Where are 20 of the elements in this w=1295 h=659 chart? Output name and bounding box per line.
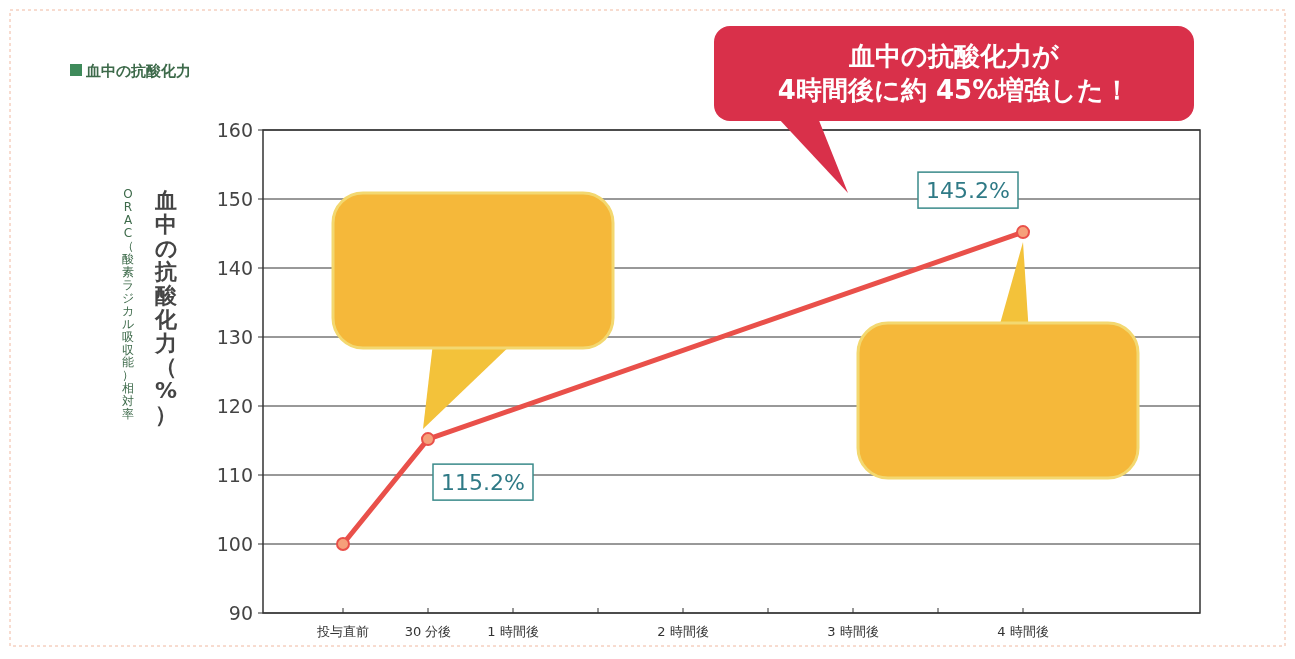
text: 血中の抗酸化力 <box>85 62 191 80</box>
x-tick-label: 4 時間後 <box>997 624 1049 639</box>
x-tick-label: 1 時間後 <box>487 624 539 639</box>
y-tick-label: 90 <box>228 602 253 624</box>
y-tick-label: 130 <box>216 326 253 348</box>
text: 血中の抗酸化力が 4時間後に約 45%増強した！ <box>777 41 1131 105</box>
x-tick-label: 投与直前 <box>316 624 369 639</box>
text: ORAC（酸素ラジカル吸収能）相対率 <box>122 187 134 422</box>
y-tick-label: 150 <box>216 188 253 210</box>
x-tick-label: 30 分後 <box>404 624 452 639</box>
y-tick-label: 100 <box>216 533 253 555</box>
x-tick-label: 2 時間後 <box>657 624 709 639</box>
data-label: 115.2% <box>441 470 525 496</box>
y-tick-label: 120 <box>216 395 253 417</box>
text: 血中の抗酸化力（%） <box>154 188 178 427</box>
x-tick-label: 3 時間後 <box>827 624 879 639</box>
y-tick-label: 160 <box>216 119 253 141</box>
y-tick-label: 110 <box>216 464 253 486</box>
data-label: 145.2% <box>926 178 1010 204</box>
y-tick-label: 140 <box>216 257 253 279</box>
